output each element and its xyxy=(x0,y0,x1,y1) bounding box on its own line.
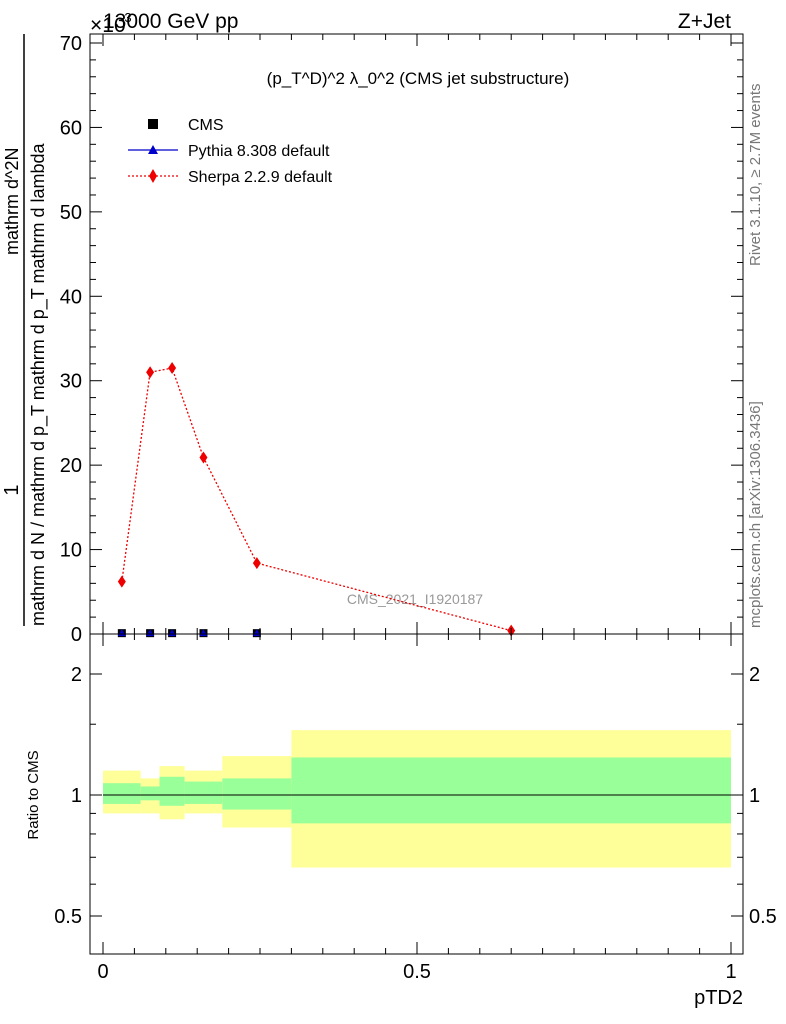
axes: 0 10 20 30 40 50 60 70 0 0.5 1 0.5 0.5 1 1 2 2 xyxy=(54,33,777,983)
main-y-tick-label-4: 40 xyxy=(60,286,82,308)
point-sherpa-4 xyxy=(252,557,261,570)
watermark: CMS_2021_I1920187 xyxy=(347,591,483,607)
header-left-label: 13000 GeV pp xyxy=(103,10,238,33)
x-label: pTD2 xyxy=(694,987,743,1009)
main-y-tick-label-7: 70 xyxy=(60,33,82,55)
x-tick-label-2: 1 xyxy=(725,961,736,983)
exponent-label: ×10 xyxy=(90,14,126,37)
legend-marker-cms xyxy=(148,119,158,129)
series-line-sherpa xyxy=(121,367,512,632)
y-label-numerator-right: mathrm d^2N xyxy=(2,148,22,255)
ratio-y-tick-label-right-1: 1 xyxy=(749,785,760,807)
y-label-numerator: 1 xyxy=(1,484,23,495)
ratio-inner-band-4 xyxy=(222,778,292,810)
main-y-tick-label-1: 10 xyxy=(60,540,82,562)
ratio-inner-band-2 xyxy=(159,776,185,806)
y-label-ratio: Ratio to CMS xyxy=(25,750,42,839)
ratio-y-tick-label-2: 2 xyxy=(71,664,82,686)
legend-marker-sherpa xyxy=(149,169,157,183)
ratio-bands xyxy=(103,730,731,868)
point-sherpa-0 xyxy=(117,575,126,588)
legend-label-1: Pythia 8.308 default xyxy=(188,143,330,160)
ratio-y-tick-label-right-0: 0.5 xyxy=(749,906,777,928)
main-y-tick-label-6: 60 xyxy=(60,117,82,139)
header-right-label: Z+Jet xyxy=(678,10,731,33)
ratio-y-tick-label-1: 1 xyxy=(71,785,82,807)
main-y-tick-label-2: 20 xyxy=(60,455,82,477)
ratio-inner-band-0 xyxy=(103,783,141,804)
ratio-y-tick-label-right-2: 2 xyxy=(749,664,760,686)
plot-title: (p_T^D)^2 λ_0^2 (CMS jet substructure) xyxy=(267,69,570,88)
legend-label-2: Sherpa 2.2.9 default xyxy=(188,169,333,186)
legend-marker-pythia xyxy=(148,145,158,154)
exponent-power: -3 xyxy=(120,10,132,25)
y-label-denominator: mathrm d N / mathrm d p_T mathrm d p_T m… xyxy=(28,143,49,626)
point-sherpa-1 xyxy=(146,366,155,379)
point-sherpa-2 xyxy=(168,362,177,375)
x-tick-label-1: 0.5 xyxy=(403,961,431,983)
legend-label-0: CMS xyxy=(188,117,224,134)
rivet-label: Rivet 3.1.10, ≥ 2.7M events xyxy=(747,84,764,267)
ratio-y-tick-label-0: 0.5 xyxy=(54,906,82,928)
main-y-tick-label-5: 50 xyxy=(60,202,82,224)
main-y-tick-label-0: 0 xyxy=(71,624,82,646)
ratio-inner-band-5 xyxy=(291,757,731,824)
mcplots-label: mcplots.cern.ch [arXiv:1306.3436] xyxy=(747,401,764,628)
legend: CMS Pythia 8.308 default Sherpa 2.2.9 defa… xyxy=(128,117,333,186)
main-y-tick-label-3: 30 xyxy=(60,371,82,393)
ratio-inner-band-3 xyxy=(184,781,223,804)
ratio-inner-band-1 xyxy=(140,786,160,801)
point-sherpa-3 xyxy=(199,451,208,464)
x-tick-label-0: 0 xyxy=(97,961,108,983)
